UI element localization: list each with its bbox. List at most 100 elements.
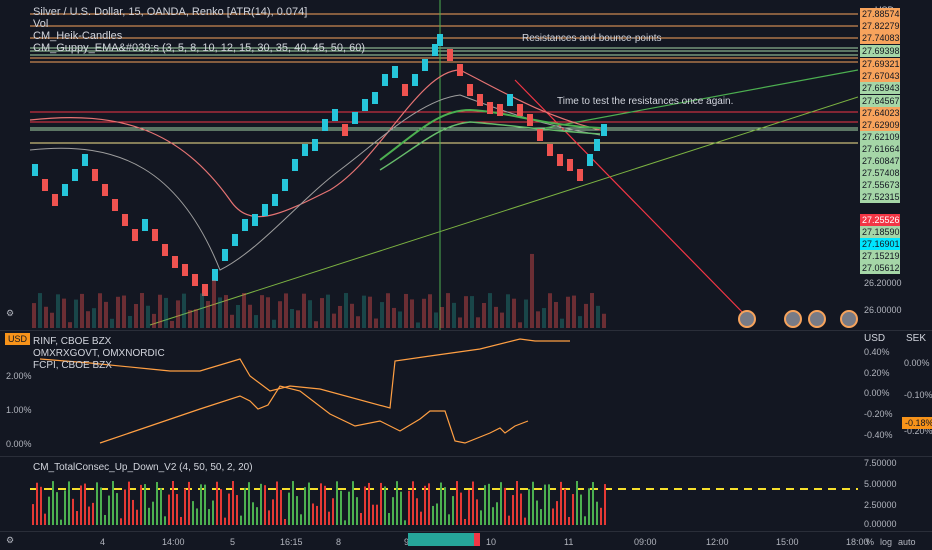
price-scale-settings-icon[interactable]: ⚙ [6, 308, 15, 318]
renko-brick[interactable] [527, 114, 533, 126]
renko-brick[interactable] [372, 92, 378, 104]
renko-brick[interactable] [467, 84, 473, 96]
renko-brick[interactable] [402, 84, 408, 96]
price-tag[interactable]: 27.15219 [860, 250, 900, 262]
renko-brick[interactable] [142, 219, 148, 231]
renko-brick[interactable] [172, 256, 178, 268]
price-tag[interactable]: 27.67043 [860, 70, 900, 82]
renko-brick[interactable] [342, 124, 348, 136]
renko-brick[interactable] [72, 169, 78, 181]
price-tag[interactable]: 27.74083 [860, 32, 900, 44]
omx-line[interactable] [99, 385, 529, 444]
renko-brick[interactable] [477, 94, 483, 106]
log-toggle[interactable]: log [880, 537, 893, 547]
price-tag[interactable]: 27.25526 [860, 214, 900, 226]
price-tag[interactable]: 27.05612 [860, 262, 900, 274]
renko-brick[interactable] [594, 139, 600, 151]
renko-brick[interactable] [507, 94, 513, 106]
pane2-right-currency[interactable]: USD [864, 333, 886, 344]
renko-brick[interactable] [32, 164, 38, 176]
renko-brick[interactable] [292, 159, 298, 171]
renko-brick[interactable] [242, 219, 248, 231]
time-axis-settings-icon[interactable]: ⚙ [6, 535, 15, 545]
renko-brick[interactable] [152, 229, 158, 241]
trendline-red[interactable] [514, 79, 749, 319]
renko-brick[interactable] [557, 154, 563, 166]
renko-brick[interactable] [567, 159, 573, 171]
pane2-left-currency[interactable]: USD [5, 333, 31, 345]
renko-brick[interactable] [412, 74, 418, 86]
price-tag[interactable]: 27.61664 [860, 143, 900, 155]
renko-brick[interactable] [192, 274, 198, 286]
price-tag[interactable]: 27.62109 [860, 131, 900, 143]
renko-brick[interactable] [601, 124, 607, 136]
renko-brick[interactable] [252, 214, 258, 226]
renko-brick[interactable] [457, 64, 463, 76]
renko-brick[interactable] [447, 49, 453, 61]
price-tag[interactable]: 27.62909 [860, 119, 900, 131]
renko-brick[interactable] [222, 249, 228, 261]
macro-pane[interactable] [0, 331, 858, 456]
renko-brick[interactable] [577, 169, 583, 181]
renko-brick[interactable] [262, 204, 268, 216]
renko-brick[interactable] [302, 144, 308, 156]
renko-brick[interactable] [232, 234, 238, 246]
price-tag[interactable]: 27.55673 [860, 179, 900, 191]
renko-brick[interactable] [122, 214, 128, 226]
price-tag[interactable]: 27.57408 [860, 167, 900, 179]
alert-clock-icon-3[interactable] [808, 310, 826, 328]
renko-brick[interactable] [487, 102, 493, 114]
price-tag[interactable]: 27.69321 [860, 58, 900, 70]
alert-clock-icon-2[interactable] [784, 310, 802, 328]
renko-brick[interactable] [92, 169, 98, 181]
renko-brick[interactable] [82, 154, 88, 166]
alert-clock-icon-1[interactable] [738, 310, 756, 328]
renko-brick[interactable] [332, 109, 338, 121]
renko-brick[interactable] [537, 129, 543, 141]
renko-brick[interactable] [432, 44, 438, 56]
renko-brick[interactable] [547, 144, 553, 156]
price-chart[interactable] [0, 0, 859, 330]
renko-brick[interactable] [62, 184, 68, 196]
price-tag[interactable]: 27.64567 [860, 95, 900, 107]
percent-toggle[interactable]: % [866, 537, 875, 547]
trendline-green-upper[interactable] [544, 69, 859, 129]
auto-toggle[interactable]: auto [898, 537, 916, 547]
macro-chart[interactable] [0, 331, 858, 456]
renko-brick[interactable] [312, 139, 318, 151]
renko-brick[interactable] [282, 179, 288, 191]
price-tag[interactable]: 27.69398 [860, 45, 900, 57]
renko-brick[interactable] [382, 74, 388, 86]
renko-brick[interactable] [517, 104, 523, 116]
price-tag[interactable]: 27.88574 [860, 8, 900, 20]
renko-brick[interactable] [212, 269, 218, 281]
price-tag[interactable]: 27.18590 [860, 226, 900, 238]
annotation-test[interactable]: Time to test the resistances once again. [557, 96, 734, 107]
consec-pane[interactable] [0, 457, 858, 531]
pane2-right-currency-sek[interactable]: SEK [906, 333, 927, 344]
price-pane[interactable] [0, 0, 859, 330]
renko-brick[interactable] [102, 184, 108, 196]
renko-brick[interactable] [112, 199, 118, 211]
renko-brick[interactable] [437, 34, 443, 46]
renko-brick[interactable] [587, 154, 593, 166]
renko-brick[interactable] [52, 194, 58, 206]
rinf-line[interactable] [39, 338, 570, 409]
renko-brick[interactable] [132, 229, 138, 241]
renko-brick[interactable] [272, 194, 278, 206]
price-tag[interactable]: 27.82279 [860, 20, 900, 32]
renko-brick[interactable] [422, 59, 428, 71]
renko-brick[interactable] [362, 99, 368, 111]
price-tag[interactable]: 27.52315 [860, 191, 900, 203]
price-tag[interactable]: 27.16901 [860, 238, 900, 250]
renko-brick[interactable] [392, 66, 398, 78]
price-tag[interactable]: 27.65943 [860, 82, 900, 94]
renko-brick[interactable] [322, 119, 328, 131]
price-tag[interactable]: 27.60847 [860, 155, 900, 167]
trendline-green-lower[interactable] [149, 96, 859, 326]
alert-clock-icon-4[interactable] [840, 310, 858, 328]
renko-brick[interactable] [202, 284, 208, 296]
renko-brick[interactable] [352, 112, 358, 124]
renko-brick[interactable] [162, 244, 168, 256]
price-tag[interactable]: 27.64023 [860, 107, 900, 119]
